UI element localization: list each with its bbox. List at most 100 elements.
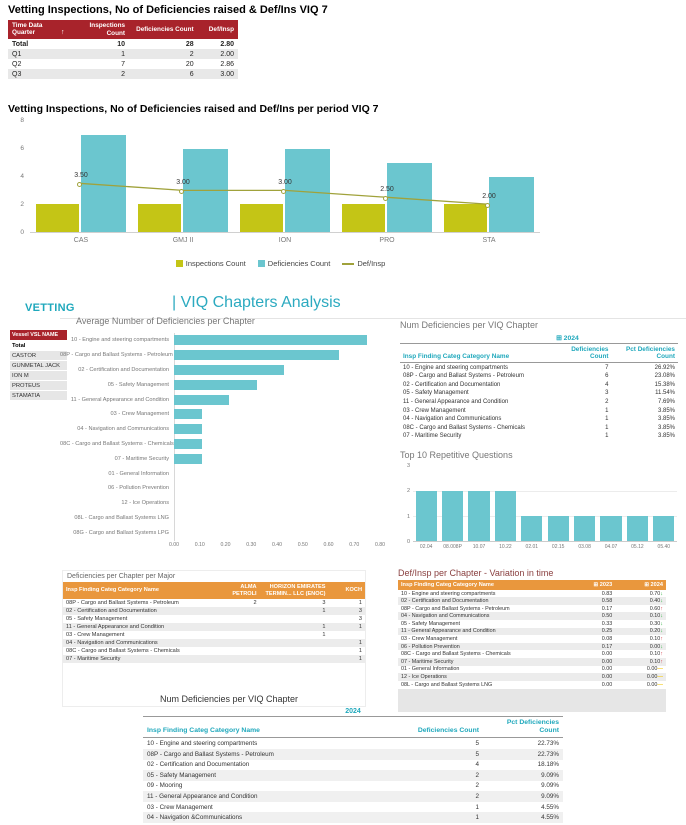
table-row[interactable]: 08P - Cargo and Ballast Systems - Petrol…: [143, 748, 563, 760]
table-row[interactable]: 02 - Certification and Documentation 1 3: [63, 607, 365, 616]
legend-item[interactable]: Def/Insp: [342, 259, 385, 268]
table-row[interactable]: 04 - Navigation and Communications 1 3.85%: [400, 415, 678, 424]
table-row[interactable]: 04 - Navigation and Communications 0.50 0.…: [398, 612, 666, 621]
column-header[interactable]: Deficiencies Count: [393, 717, 483, 739]
deficiency-bar[interactable]: [174, 364, 284, 375]
column-header[interactable]: Insp Finding Categ Category Name: [398, 580, 569, 590]
column-header[interactable]: Deficiencies Count: [553, 342, 612, 364]
column-header[interactable]: ⊞ 2023: [568, 580, 616, 590]
table-row[interactable]: 03 - Crew Management 1 4.55%: [143, 802, 563, 813]
slicer-item-total[interactable]: Total: [10, 341, 67, 350]
table-row[interactable]: 05 - Safety Management 3 11.54%: [400, 389, 678, 398]
question-bar[interactable]: [415, 491, 437, 541]
column-header[interactable]: Pct Deficiencies Count: [483, 717, 563, 739]
column-header[interactable]: Time Data Quarter ↑: [8, 20, 69, 40]
inspections-count-bar[interactable]: [36, 204, 79, 232]
legend-item[interactable]: Inspections Count: [175, 259, 246, 268]
table-row[interactable]: 08P - Cargo and Ballast Systems - Petrol…: [63, 599, 365, 607]
table-row[interactable]: 08L - Cargo and Ballast Systems LNG 0.00 0…: [398, 681, 666, 689]
table-row[interactable]: Q2 7 20 2.86: [8, 59, 238, 69]
table-row[interactable]: 06 - Pollution Prevention 0.17 0.00↓: [398, 642, 666, 651]
table-row[interactable]: 10 - Engine and steering compartments 7 26…: [400, 363, 678, 372]
table-row[interactable]: 01 - General Information 0.00 0.00—: [398, 666, 666, 674]
deficiency-bar[interactable]: [174, 453, 202, 464]
line-data-point[interactable]: [485, 203, 490, 209]
table-row[interactable]: 08C - Cargo and Ballast Systems - Chemic…: [63, 647, 365, 655]
slicer-item-proteus[interactable]: PROTEUS: [10, 381, 67, 390]
column-header[interactable]: Def/Insp: [197, 20, 238, 40]
column-header[interactable]: Inspections Count: [68, 20, 130, 40]
question-bar[interactable]: [521, 516, 543, 541]
table-row[interactable]: 05 - Safety Management 0.33 0.30↓: [398, 620, 666, 628]
question-bar[interactable]: [653, 516, 675, 541]
column-header[interactable]: ⊞ 2024: [615, 580, 666, 590]
line-data-point[interactable]: [383, 196, 388, 202]
line-data-point[interactable]: [281, 189, 286, 195]
column-header[interactable]: Insp Finding Categ Category Name: [400, 342, 554, 364]
sort-ascending-icon[interactable]: ↑: [61, 29, 65, 37]
table-row[interactable]: 07 - Maritime Security 1 3.85%: [400, 432, 678, 441]
table-row[interactable]: 07 - Maritime Security 1: [63, 655, 365, 664]
table-row[interactable]: 11 - General Appearance and Condition 2 7.…: [400, 398, 678, 407]
column-header[interactable]: ALMA PETROLI: [215, 582, 260, 600]
column-header[interactable]: KOCH: [328, 582, 365, 600]
deficiency-bar[interactable]: [174, 424, 202, 435]
table-row[interactable]: Q1 1 2 2.00: [8, 49, 238, 60]
table-row[interactable]: 05 - Safety Management 2 9.09%: [143, 770, 563, 781]
table-row[interactable]: 11 - General Appearance and Condition 2 9.…: [143, 791, 563, 802]
line-data-point[interactable]: [179, 189, 184, 195]
table-row[interactable]: 08P - Cargo and Ballast Systems - Petrol…: [398, 605, 666, 613]
question-bar[interactable]: [468, 491, 490, 541]
table-row[interactable]: 04 - Navigation &Communications 1 4.55%: [143, 812, 563, 824]
deficiency-bar[interactable]: [174, 335, 367, 346]
column-header[interactable]: HORIZON EMIRATES TERMIN... LLC (ENOC): [259, 582, 329, 600]
inspections-count-bar[interactable]: [444, 204, 487, 232]
table-row[interactable]: 10 - Engine and steering compartments 5 22…: [143, 738, 563, 749]
year-header[interactable]: ⊞ 2024: [556, 335, 579, 342]
question-bar[interactable]: [494, 491, 516, 541]
question-bar[interactable]: [574, 516, 596, 541]
table-row[interactable]: 03 - Crew Management 1: [63, 631, 365, 639]
deficiency-bar[interactable]: [174, 409, 202, 420]
line-data-point[interactable]: [77, 182, 82, 188]
deficiency-bar[interactable]: [174, 394, 229, 405]
table-row[interactable]: 05 - Safety Management 3: [63, 615, 365, 623]
deficiency-bar[interactable]: [174, 379, 257, 390]
question-bar[interactable]: [547, 516, 569, 541]
table-row[interactable]: 07 - Maritime Security 0.00 0.10↑: [398, 658, 666, 666]
table-row[interactable]: Total 10 28 2.80: [8, 39, 238, 49]
inspections-count-bar[interactable]: [240, 204, 283, 232]
question-bar[interactable]: [626, 516, 648, 541]
deficiencies-count-bar[interactable]: [489, 176, 534, 232]
question-bar[interactable]: [600, 516, 622, 541]
slicer-item-ion-m[interactable]: ION M: [10, 371, 67, 380]
table-row[interactable]: 02 - Certification and Documentation 4 15.…: [400, 381, 678, 390]
slicer-item-stamatia[interactable]: STAMATIA: [10, 391, 67, 400]
deficiency-bar[interactable]: [174, 350, 339, 361]
table-row[interactable]: 08C - Cargo and Ballast Systems - Chemic…: [400, 424, 678, 433]
table-row[interactable]: 08C - Cargo and Ballast Systems - Chemic…: [398, 650, 666, 658]
table-row[interactable]: 11 - General Appearance and Condition 1 1: [63, 623, 365, 632]
table-row[interactable]: 10 - Engine and steering compartments 0.8…: [398, 590, 666, 598]
table-row[interactable]: 11 - General Appearance and Condition 0.2…: [398, 627, 666, 636]
table-row[interactable]: Q3 2 6 3.00: [8, 69, 238, 80]
table-row[interactable]: 02 - Certification and Documentation 0.58…: [398, 597, 666, 605]
table-row[interactable]: 02 - Certification and Documentation 4 18.…: [143, 760, 563, 771]
inspections-count-bar[interactable]: [342, 204, 385, 232]
slicer-item-gunmetal-jack[interactable]: GUNMETAL JACK: [10, 361, 67, 370]
table-row[interactable]: 12 - Ice Operations 0.00 0.00—: [398, 673, 666, 681]
table-row[interactable]: 09 - Mooring 2 9.09%: [143, 781, 563, 792]
question-bar[interactable]: [442, 491, 464, 541]
inspections-count-bar[interactable]: [138, 204, 181, 232]
slicer-item-castor[interactable]: CASTOR: [10, 351, 67, 360]
column-header[interactable]: Insp Finding Categ Category Name: [63, 582, 215, 600]
table-row[interactable]: 03 - Crew Management 0.08 0.10↑: [398, 635, 666, 643]
deficiency-bar[interactable]: [174, 438, 202, 449]
column-header[interactable]: Insp Finding Categ Category Name: [143, 717, 393, 739]
column-header[interactable]: Pct Deficiencies Count: [611, 342, 678, 364]
table-row[interactable]: 03 - Crew Management 1 3.85%: [400, 406, 678, 415]
legend-item[interactable]: Deficiencies Count: [257, 259, 330, 268]
table-row[interactable]: 08P - Cargo and Ballast Systems - Petrol…: [400, 372, 678, 381]
table-row[interactable]: 04 - Navigation and Communications 1: [63, 639, 365, 648]
column-header[interactable]: Deficiencies Count: [129, 20, 198, 40]
